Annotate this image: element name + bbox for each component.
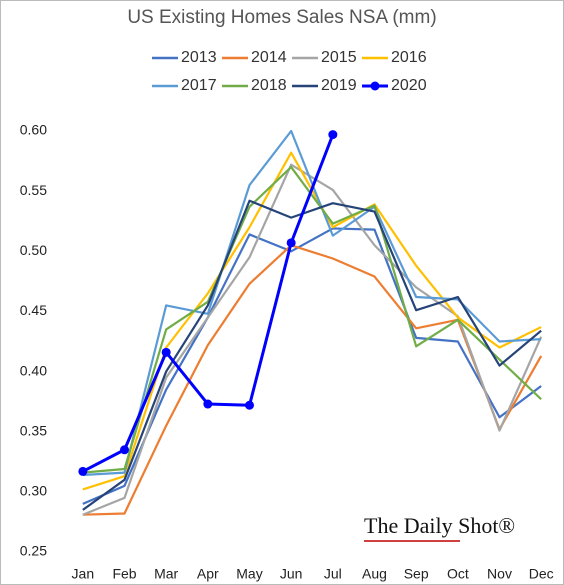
y-tick-label: 0.25 (20, 543, 47, 559)
x-tick-label: Jan (72, 566, 95, 582)
legend-label: 2016 (391, 49, 427, 66)
y-tick-label: 0.60 (20, 122, 47, 138)
data-point (203, 399, 213, 409)
y-tick-label: 0.45 (20, 302, 47, 318)
data-point (161, 347, 171, 357)
legend-label: 2018 (251, 77, 287, 94)
watermark: The Daily Shot® (364, 513, 515, 538)
series-line (82, 227, 542, 505)
data-point (120, 445, 129, 455)
y-tick-label: 0.50 (20, 242, 47, 258)
series-line (82, 165, 542, 474)
data-point (245, 400, 254, 410)
x-tick-label: Feb (112, 566, 136, 582)
legend-label: 2017 (181, 77, 217, 94)
x-tick-label: Jul (324, 566, 342, 582)
legend-label: 2019 (321, 77, 357, 94)
y-tick-label: 0.40 (20, 362, 47, 378)
y-tick-label: 0.30 (20, 483, 47, 499)
data-point (78, 466, 88, 476)
series-line (82, 199, 542, 511)
x-tick-label: Apr (197, 566, 219, 582)
data-point (328, 130, 338, 140)
x-tick-label: Nov (487, 566, 512, 582)
legend-label: 2014 (251, 49, 287, 66)
legend-marker (370, 81, 380, 91)
x-tick-label: Jun (280, 566, 303, 582)
x-tick-label: Sep (404, 566, 429, 582)
x-tick-label: Oct (447, 566, 469, 582)
x-tick-label: Mar (154, 566, 178, 582)
legend-label: 2020 (391, 77, 427, 94)
series-line (82, 163, 543, 516)
chart-title: US Existing Homes Sales NSA (mm) (127, 7, 436, 28)
x-tick-label: Aug (362, 566, 387, 582)
x-tick-label: Dec (529, 566, 554, 582)
legend-label: 2015 (321, 49, 357, 66)
y-tick-label: 0.35 (20, 422, 47, 438)
x-tick-label: May (236, 566, 262, 582)
legend-label: 2013 (181, 49, 217, 66)
data-point (286, 238, 296, 248)
y-tick-label: 0.55 (20, 182, 47, 198)
